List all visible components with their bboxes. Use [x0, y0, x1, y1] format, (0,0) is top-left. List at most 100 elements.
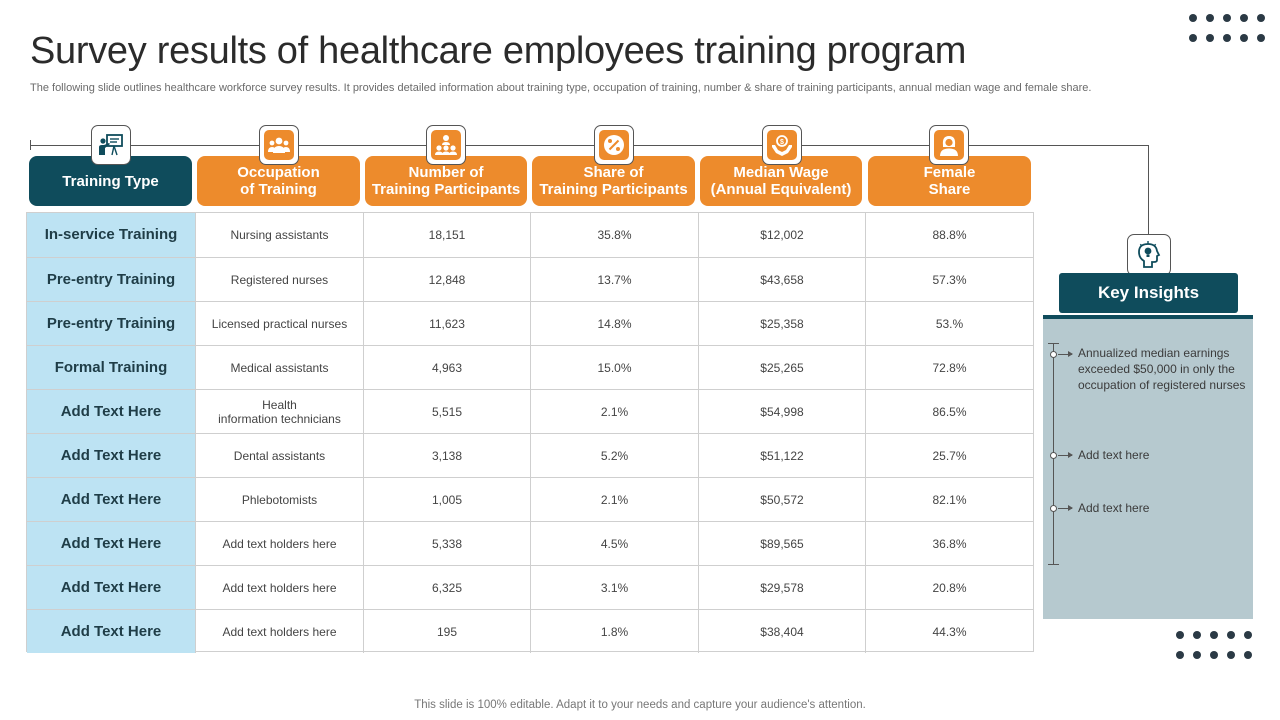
insight-item: Annualized median earnings exceeded $50,… [1078, 346, 1246, 392]
insight-arrow [1058, 452, 1073, 458]
key-insights-panel [1043, 315, 1253, 619]
table-row: Add Text Here Health information technici… [27, 389, 1033, 433]
cell-participants-share: 35.8% [530, 213, 698, 257]
insight-connector-line [1148, 145, 1149, 235]
cell-participants-share: 2.1% [530, 478, 698, 521]
connector-end-tick [30, 140, 31, 150]
insight-bullet [1050, 505, 1057, 512]
cell-training-type: Pre-entry Training [27, 302, 195, 345]
key-insights-title: Key Insights [1059, 273, 1238, 313]
cell-occupation: Phlebotomists [195, 478, 363, 521]
cell-training-type: Add Text Here [27, 390, 195, 433]
table-row: In-service Training Nursing assistants 18,… [27, 213, 1033, 257]
cell-female-share: 36.8% [865, 522, 1033, 565]
cell-occupation: Nursing assistants [195, 213, 363, 257]
footer-note: This slide is 100% editable. Adapt it to… [414, 699, 866, 711]
cell-female-share: 72.8% [865, 346, 1033, 389]
cell-participants-share: 13.7% [530, 258, 698, 301]
survey-table: In-service Training Nursing assistants 18,… [26, 212, 1034, 653]
cell-occupation: Licensed practical nurses [195, 302, 363, 345]
cell-occupation: Registered nurses [195, 258, 363, 301]
page-subtitle: The following slide outlines healthcare … [30, 82, 1092, 94]
cell-female-share: 57.3% [865, 258, 1033, 301]
cell-female-share: 44.3% [865, 610, 1033, 653]
table-row: Add Text Here Add text holders here 6,325 3… [27, 565, 1033, 609]
cell-occupation: Medical assistants [195, 346, 363, 389]
cell-median-wage: $43,658 [698, 258, 865, 301]
cell-training-type: Add Text Here [27, 522, 195, 565]
cell-occupation: Health information technicians [195, 390, 363, 433]
decorative-dots-bottom [1176, 631, 1252, 659]
table-row: Pre-entry Training Licensed practical nur… [27, 301, 1033, 345]
cell-median-wage: $25,265 [698, 346, 865, 389]
cell-training-type: Add Text Here [27, 566, 195, 609]
table-row: Pre-entry Training Registered nurses 12,84… [27, 257, 1033, 301]
cell-participants-share: 4.5% [530, 522, 698, 565]
cell-participants-share: 2.1% [530, 390, 698, 433]
cell-participants-number: 6,325 [363, 566, 530, 609]
cell-training-type: Pre-entry Training [27, 258, 195, 301]
cell-female-share: 88.8% [865, 213, 1033, 257]
cell-median-wage: $25,358 [698, 302, 865, 345]
table-row: Formal Training Medical assistants 4,963 15… [27, 345, 1033, 389]
female-user-icon [929, 125, 969, 165]
cell-median-wage: $54,998 [698, 390, 865, 433]
cell-occupation: Add text holders here [195, 610, 363, 653]
team-hierarchy-icon [426, 125, 466, 165]
cell-training-type: Formal Training [27, 346, 195, 389]
group-people-icon [259, 125, 299, 165]
cell-female-share: 86.5% [865, 390, 1033, 433]
cell-training-type: Add Text Here [27, 478, 195, 521]
cell-participants-number: 195 [363, 610, 530, 653]
insight-bullet [1050, 452, 1057, 459]
table-row: Add Text Here Add text holders here 195 1.8… [27, 609, 1033, 653]
table-row: Add Text Here Add text holders here 5,338 4… [27, 521, 1033, 565]
cell-participants-number: 4,963 [363, 346, 530, 389]
cell-occupation: Add text holders here [195, 566, 363, 609]
cell-participants-share: 14.8% [530, 302, 698, 345]
insight-arrow [1058, 505, 1073, 511]
cell-median-wage: $12,002 [698, 213, 865, 257]
lightbulb-head-icon [1127, 234, 1171, 276]
cell-median-wage: $89,565 [698, 522, 865, 565]
cell-median-wage: $38,404 [698, 610, 865, 653]
cell-participants-number: 5,515 [363, 390, 530, 433]
cell-participants-number: 11,623 [363, 302, 530, 345]
percent-badge-icon [594, 125, 634, 165]
cell-median-wage: $50,572 [698, 478, 865, 521]
cell-median-wage: $51,122 [698, 434, 865, 477]
svg-text:$: $ [780, 139, 784, 146]
cell-participants-share: 1.8% [530, 610, 698, 653]
cell-training-type: Add Text Here [27, 434, 195, 477]
table-row: Add Text Here Dental assistants 3,138 5.2% $… [27, 433, 1033, 477]
cell-median-wage: $29,578 [698, 566, 865, 609]
insight-arrow [1058, 351, 1073, 357]
cell-participants-number: 1,005 [363, 478, 530, 521]
insight-item: Add text here [1078, 501, 1150, 515]
cell-participants-number: 12,848 [363, 258, 530, 301]
insight-timeline-tick-bottom [1048, 564, 1059, 565]
decorative-dots-top [1189, 14, 1265, 42]
presenter-board-icon [91, 125, 131, 165]
page-title: Survey results of healthcare employees t… [30, 30, 967, 72]
cell-participants-share: 5.2% [530, 434, 698, 477]
hand-money-icon: $ [762, 125, 802, 165]
cell-female-share: 25.7% [865, 434, 1033, 477]
cell-female-share: 20.8% [865, 566, 1033, 609]
insight-bullet [1050, 351, 1057, 358]
cell-participants-number: 18,151 [363, 213, 530, 257]
cell-participants-number: 5,338 [363, 522, 530, 565]
insight-timeline-tick-top [1048, 343, 1059, 344]
cell-occupation: Add text holders here [195, 522, 363, 565]
cell-participants-share: 3.1% [530, 566, 698, 609]
cell-occupation: Dental assistants [195, 434, 363, 477]
cell-training-type: Add Text Here [27, 610, 195, 653]
cell-participants-share: 15.0% [530, 346, 698, 389]
header-connector-line [30, 145, 1148, 146]
cell-female-share: 53.% [865, 302, 1033, 345]
table-row: Add Text Here Phlebotomists 1,005 2.1% $50,5… [27, 477, 1033, 521]
cell-training-type: In-service Training [27, 213, 195, 257]
cell-participants-number: 3,138 [363, 434, 530, 477]
header-occupation: Occupation of Training [197, 156, 360, 206]
cell-female-share: 82.1% [865, 478, 1033, 521]
